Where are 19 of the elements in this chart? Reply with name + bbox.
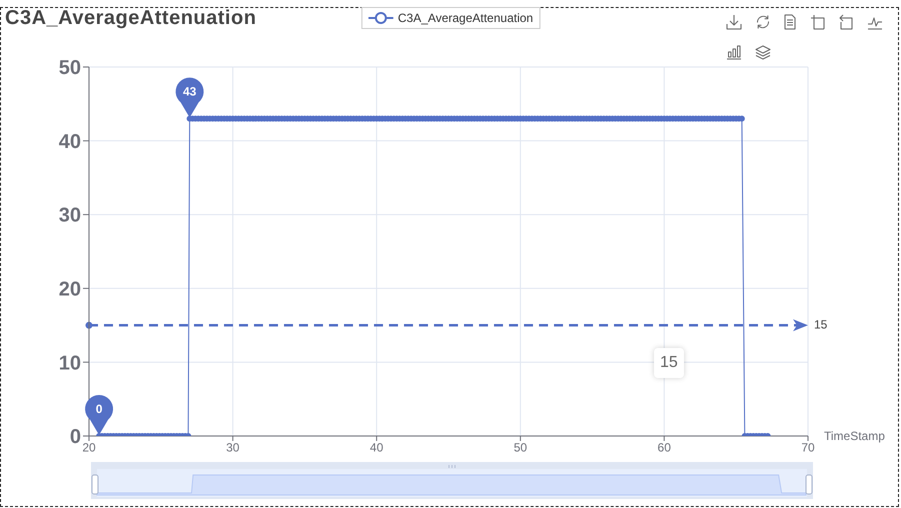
legend-label: C3A_AverageAttenuation <box>398 11 534 25</box>
ref-line-label: 15 <box>814 317 828 332</box>
annotation: 0 <box>96 402 103 416</box>
y-tick-label: 20 <box>58 278 81 300</box>
x-tick-label: 30 <box>226 440 240 455</box>
y-tick-label: 0 <box>70 426 81 448</box>
annotation: 15 <box>654 348 684 378</box>
x-tick-label: 70 <box>801 440 815 455</box>
x-tick-label: 50 <box>514 440 528 455</box>
y-tick-label: 30 <box>58 204 81 227</box>
y-tick-label: 40 <box>58 130 81 153</box>
y-tick-label: 50 <box>58 57 81 80</box>
x-tick-label: 20 <box>82 440 96 455</box>
x-axis-title: TimeStamp <box>824 429 886 444</box>
x-tick-label: 40 <box>370 440 384 455</box>
annotation: 43 <box>182 84 197 99</box>
x-tick-label: 60 <box>658 440 672 455</box>
y-tick-label: 10 <box>58 352 81 374</box>
chart-title: C3A_AverageAttenuation <box>5 7 256 30</box>
